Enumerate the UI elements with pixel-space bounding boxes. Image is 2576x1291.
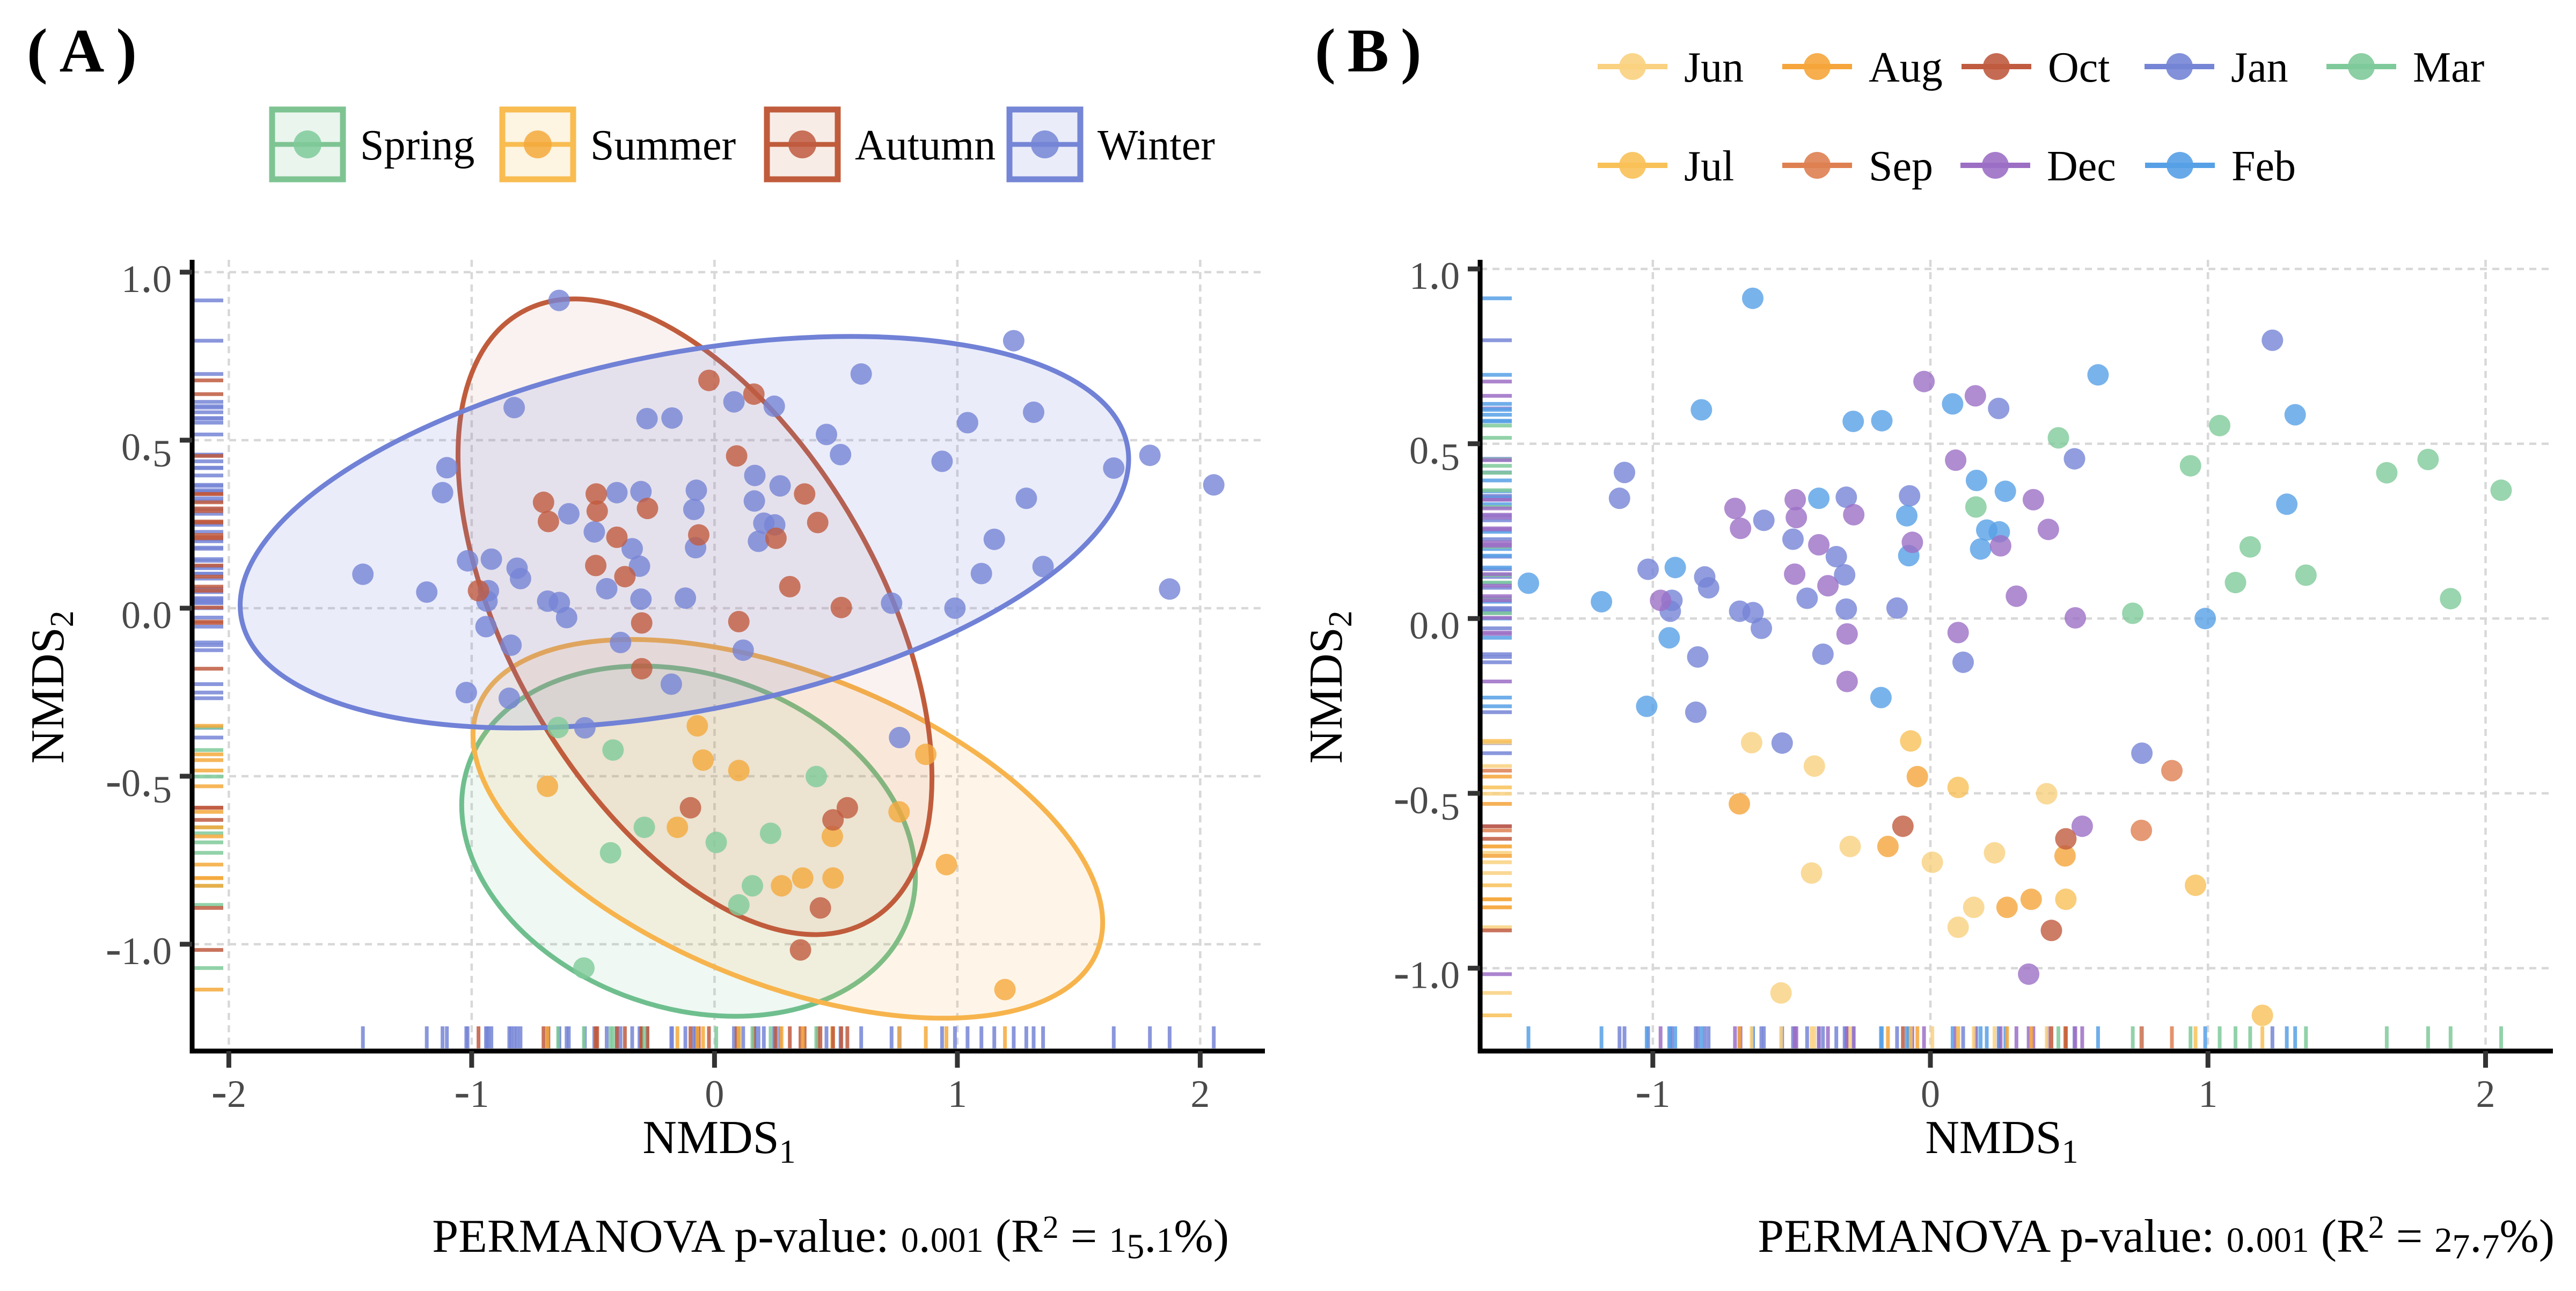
svg-text:(B): (B) [1315,17,1433,85]
svg-text:-1.0: -1.0 [1394,947,1460,999]
svg-text:-1: -1 [1635,1066,1670,1118]
svg-text:-0.5: -0.5 [106,755,172,811]
svg-text:2: 2 [1190,1073,1210,1115]
svg-text:NMDS2: NMDS2 [22,610,80,763]
svg-text:-2: -2 [211,1066,246,1118]
svg-text:Aug: Aug [1869,44,1943,91]
svg-text:Dec: Dec [2047,143,2116,190]
svg-text:(A): (A) [27,17,149,85]
svg-text:Jan: Jan [2231,44,2288,91]
svg-text:Summer: Summer [590,122,736,169]
svg-text:Feb: Feb [2231,143,2296,190]
svg-text:Autumn: Autumn [855,122,996,169]
svg-text:0.0: 0.0 [1409,597,1460,649]
svg-text:0: 0 [1921,1073,1940,1115]
svg-text:0.0: 0.0 [121,587,172,639]
svg-text:2: 2 [2476,1073,2496,1115]
svg-text:NMDS1: NMDS1 [1925,1112,2078,1170]
svg-text:Sep: Sep [1869,143,1933,190]
svg-text:0: 0 [705,1073,724,1115]
svg-text:Winter: Winter [1097,122,1215,169]
svg-text:Mar: Mar [2413,44,2484,91]
svg-text:Spring: Spring [360,122,474,169]
svg-text:-1.0: -1.0 [106,923,172,975]
svg-text:Jul: Jul [1684,143,1734,190]
svg-text:1.0: 1.0 [121,251,172,303]
svg-text:1: 1 [2198,1073,2218,1115]
svg-text:0.5: 0.5 [1409,422,1460,479]
svg-text:-0.5: -0.5 [1394,772,1460,828]
svg-text:PERMANOVA p-value: 0.001 (R2 =: PERMANOVA p-value: 0.001 (R2 = 15.1%) [432,1209,1229,1266]
svg-text:Jun: Jun [1684,44,1744,91]
svg-text:1: 1 [948,1073,967,1115]
svg-text:1.0: 1.0 [1409,247,1460,300]
svg-text:0.5: 0.5 [121,419,172,475]
svg-text:-1: -1 [454,1066,489,1118]
svg-text:Oct: Oct [2048,44,2110,91]
svg-text:NMDS2: NMDS2 [1300,610,1359,763]
svg-text:PERMANOVA p-value: 0.001 (R2 =: PERMANOVA p-value: 0.001 (R2 = 27.7%) [1758,1209,2555,1266]
svg-text:NMDS1: NMDS1 [642,1112,795,1170]
